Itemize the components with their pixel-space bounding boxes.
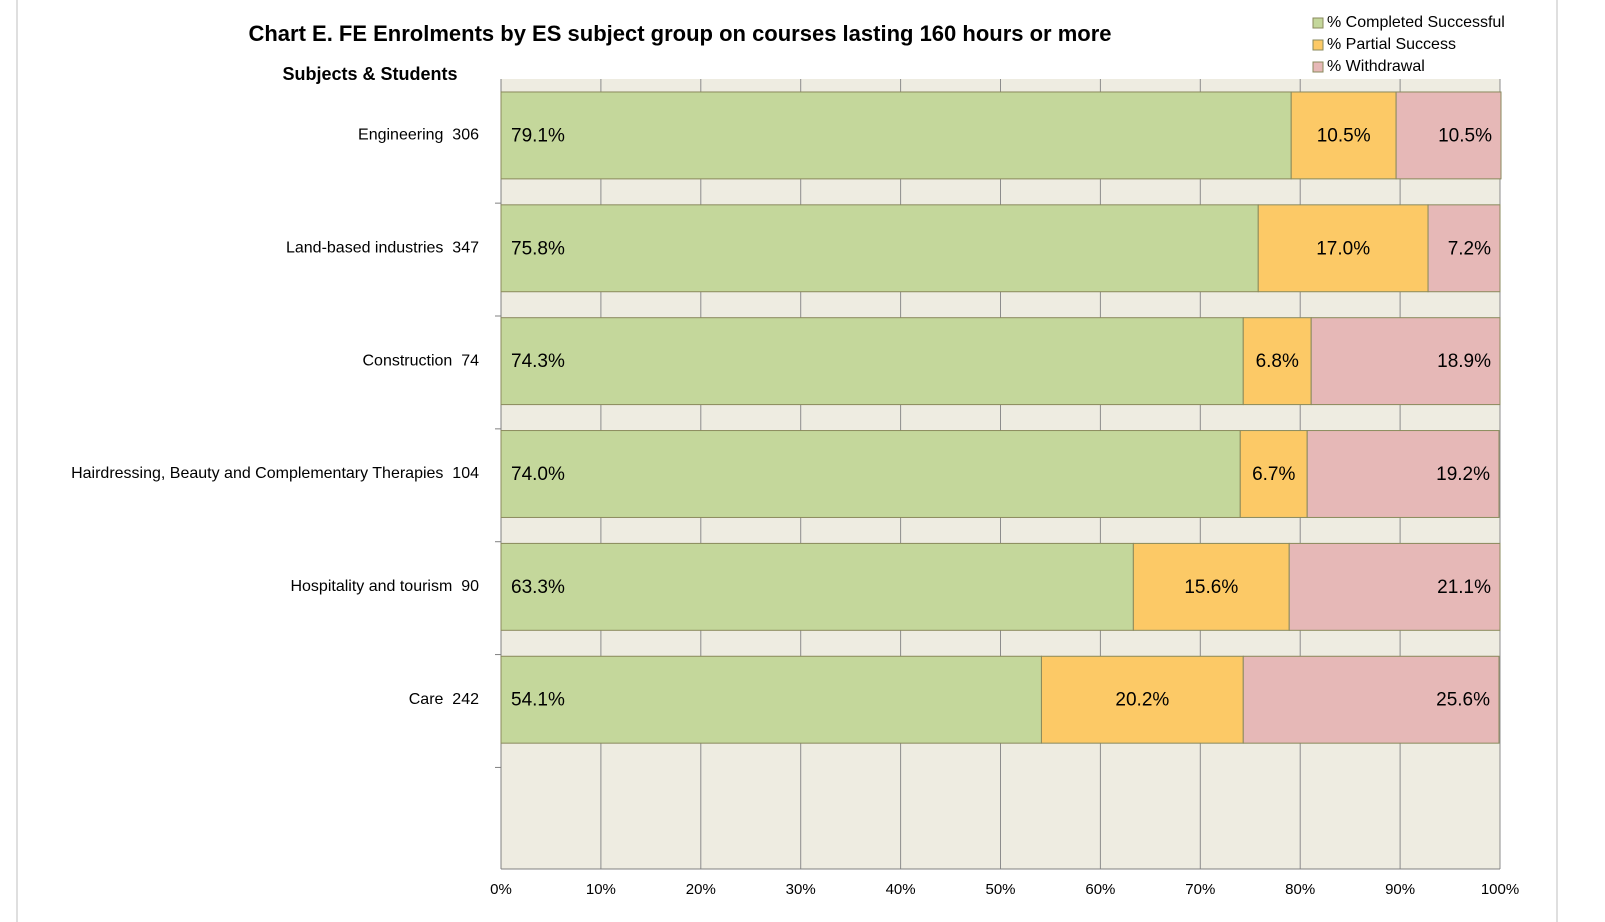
y-tick-label: Hospitality and tourism 90 [290,578,479,595]
legend-swatch [1312,17,1324,29]
y-tick-label: Construction 74 [362,352,479,369]
data-label: 7.2% [1448,238,1491,259]
x-tick-label: 50% [985,881,1015,898]
data-label: 10.5% [1317,125,1371,146]
x-tick-label: 20% [686,881,716,898]
data-label: 19.2% [1436,464,1490,485]
legend-swatch [1312,39,1324,51]
bar-segment [1395,91,1502,180]
y-tick-label: Engineering 306 [358,127,479,144]
bar-segment [500,430,1241,518]
data-label: 17.0% [1316,238,1370,259]
x-tick-label: 70% [1185,881,1215,898]
bar-segment [1040,655,1244,744]
chart-title: Chart E. FE Enrolments by ES subject gro… [248,21,1111,46]
legend-swatch [1312,61,1324,73]
x-tick-label: 40% [886,881,916,898]
bar-segment [1242,317,1312,406]
bar-segment [1132,542,1290,631]
bar-segment [1288,542,1501,631]
bar-segment [500,204,1259,293]
data-label: 18.9% [1437,351,1491,372]
data-label: 20.2% [1115,690,1169,711]
data-label: 74.0% [511,464,565,485]
data-label: 63.3% [511,577,565,598]
x-tick-label: 80% [1285,881,1315,898]
y-tick-label: Hairdressing, Beauty and Complementary T… [71,465,479,482]
data-label: 79.1% [511,125,565,146]
data-label: 74.3% [511,351,565,372]
bar-segment [500,655,1042,744]
y-axis-label: Subjects & Students [282,64,457,84]
y-tick-label: Care 242 [409,691,479,708]
legend-label: % Partial Success [1327,36,1456,53]
data-label: 15.6% [1184,577,1238,598]
x-tick-label: 60% [1085,881,1115,898]
bar-segment [1257,204,1429,293]
bar-segment [1239,430,1308,518]
chart-frame [16,0,1558,922]
bar-segment [500,317,1244,406]
bar-segment [1427,204,1501,293]
data-label: 25.6% [1436,690,1490,711]
legend-label: % Withdrawal [1327,58,1425,75]
x-tick-label: 90% [1385,881,1415,898]
bar-segment [1242,655,1500,744]
bar-segment [500,91,1292,180]
x-tick-label: 100% [1481,881,1519,898]
bar-segment [1290,91,1397,180]
data-label: 75.8% [511,238,565,259]
bar-segment [500,542,1134,631]
data-label: 6.8% [1256,351,1299,372]
data-label: 54.1% [511,690,565,711]
data-label: 6.7% [1252,464,1295,485]
legend-label: % Completed Successful [1327,14,1505,31]
y-tick-label: Land-based industries 347 [286,240,479,257]
data-label: 21.1% [1437,577,1491,598]
x-tick-label: 30% [786,881,816,898]
x-tick-label: 0% [490,881,512,898]
bar-segment [1306,430,1500,518]
bar-segment [1310,317,1501,406]
x-tick-label: 10% [586,881,616,898]
data-label: 10.5% [1438,125,1492,146]
